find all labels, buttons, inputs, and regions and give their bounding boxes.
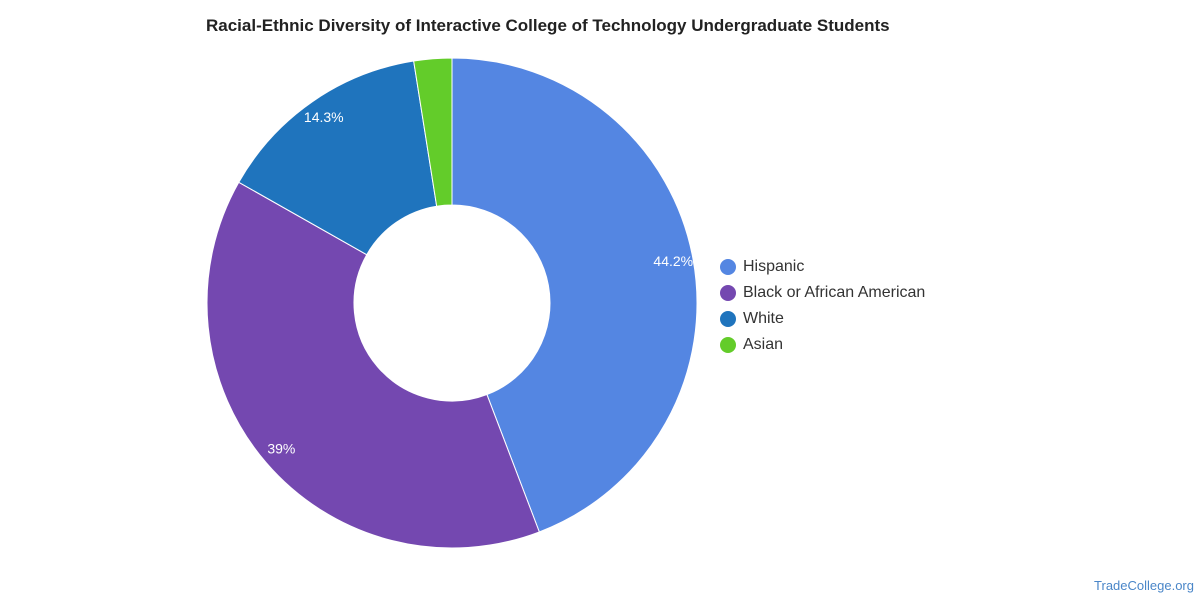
- slice-asian[interactable]: [413, 57, 453, 207]
- slices-group: [206, 57, 698, 549]
- slice-hispanic[interactable]: [451, 57, 698, 533]
- slice-label-hispanic: 44.2%: [653, 253, 693, 269]
- legend-swatch-icon: [720, 259, 736, 275]
- legend-label: Black or African American: [743, 284, 926, 301]
- legend-label: Asian: [743, 336, 784, 353]
- slice-white[interactable]: [238, 60, 438, 256]
- legend-swatch-icon: [720, 337, 736, 353]
- chart-title: Racial-Ethnic Diversity of Interactive C…: [206, 16, 890, 35]
- legend-swatch-icon: [720, 285, 736, 301]
- legend-item-asian[interactable]: Asian: [720, 332, 925, 358]
- legend: Hispanic Black or African American White As…: [720, 254, 925, 358]
- slice-labels-group: 44.2% 39% 14.3%: [267, 109, 693, 457]
- legend-item-black-or-african-american[interactable]: Black or African American: [720, 280, 925, 306]
- legend-item-white[interactable]: White: [720, 306, 925, 332]
- slice-label-black-or-african-american: 39%: [267, 440, 295, 456]
- legend-item-hispanic[interactable]: Hispanic: [720, 254, 925, 280]
- legend-label: White: [743, 310, 784, 327]
- legend-swatch-icon: [720, 311, 736, 327]
- source-credit-link[interactable]: TradeCollege.org: [1094, 578, 1194, 593]
- slice-black-or-african-american[interactable]: [206, 181, 540, 549]
- legend-label: Hispanic: [743, 258, 805, 275]
- slice-label-white: 14.3%: [304, 109, 344, 125]
